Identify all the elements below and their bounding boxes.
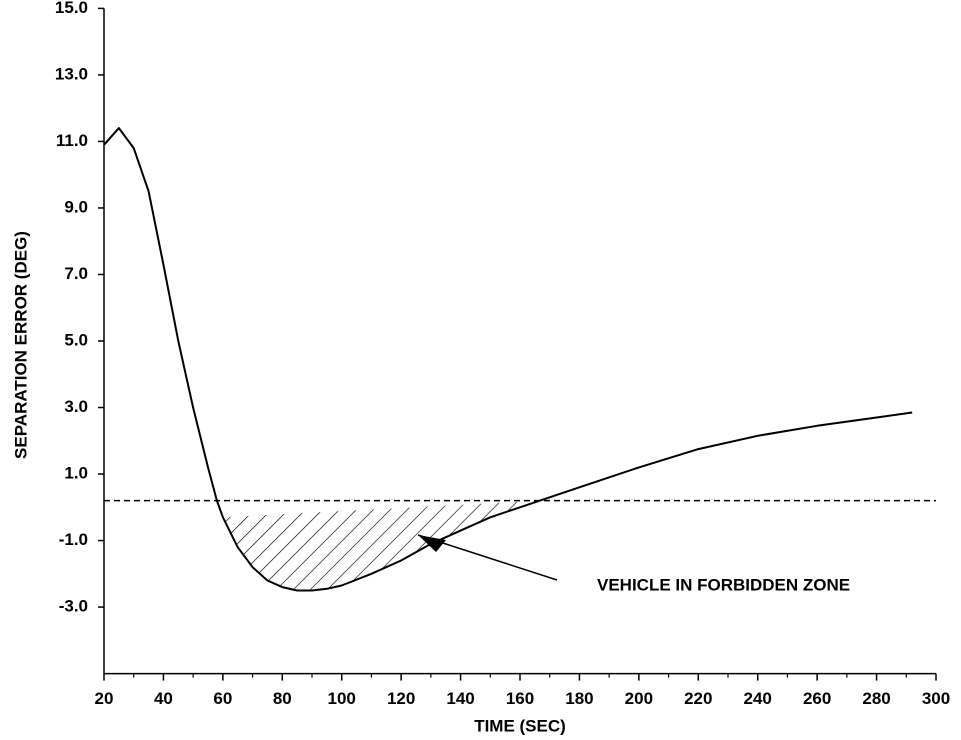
curve [103, 127, 913, 592]
y-tick-label: 13.0 [55, 64, 88, 83]
x-tick-label: 200 [625, 689, 653, 708]
y-tick-label: 5.0 [64, 330, 88, 349]
x-tick-label: 80 [273, 689, 292, 708]
x-tick-label: 100 [328, 689, 356, 708]
y-tick-label: -1.0 [59, 530, 88, 549]
plot-area: 15.0 13.0 11.0 9.0 7.0 5.0 3.0 1.0 -1.0 -3.0 20 40 6… [55, 0, 950, 708]
x-tick-label: 160 [506, 689, 534, 708]
x-tick-label: 240 [744, 689, 772, 708]
y-tick-label: 1.0 [64, 464, 88, 483]
y-tick-label: 15.0 [55, 0, 88, 17]
x-tick-label: 180 [565, 689, 593, 708]
y-tick-label: 11.0 [56, 131, 88, 150]
x-tick-label: 220 [684, 689, 712, 708]
x-tick-label: 280 [862, 689, 890, 708]
y-tick-label: 9.0 [64, 197, 88, 216]
x-tick-label: 140 [446, 689, 474, 708]
y-axis-label: SEPARATION ERROR (DEG) [11, 231, 30, 459]
y-tick-label: 3.0 [64, 397, 88, 416]
y-tick-label: 7.0 [64, 264, 88, 283]
x-tick-label: 40 [154, 689, 173, 708]
x-axis-label: TIME (SEC) [474, 716, 566, 735]
x-tick-label: 60 [213, 689, 232, 708]
y-tick-label: -3.0 [59, 597, 88, 616]
forbidden-zone [222, 500, 540, 591]
x-tick-label: 120 [387, 689, 415, 708]
x-tick-label: 300 [922, 689, 950, 708]
annotation: VEHICLE IN FORBIDDEN ZONE [597, 575, 850, 594]
annotation-arrow-head [418, 535, 446, 552]
x-tick-label: 260 [803, 689, 831, 708]
x-tick-label: 20 [95, 689, 114, 708]
